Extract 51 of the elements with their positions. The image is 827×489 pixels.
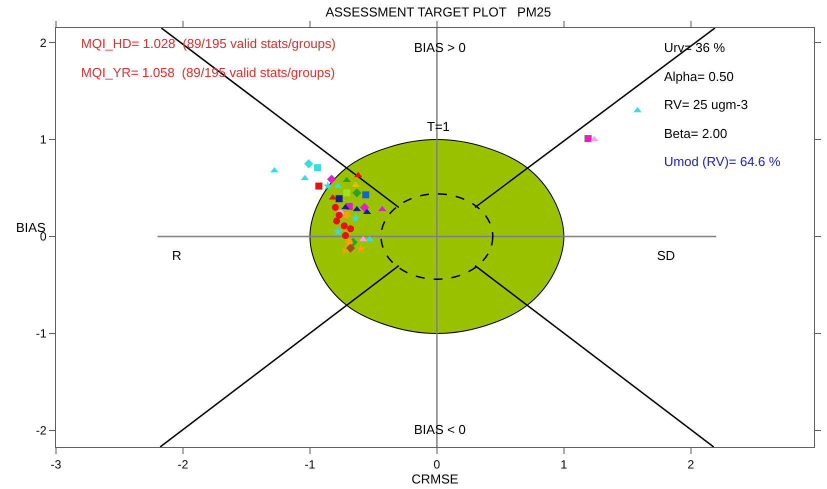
chart-title: ASSESSMENT TARGET PLOT PM25 bbox=[325, 4, 552, 20]
point bbox=[378, 206, 386, 212]
point bbox=[326, 174, 336, 184]
point bbox=[346, 244, 356, 253]
annotation: BIAS < 0 bbox=[414, 422, 466, 437]
point bbox=[304, 159, 314, 168]
point bbox=[362, 191, 370, 198]
x-tick-label: 0 bbox=[434, 457, 441, 472]
point bbox=[359, 236, 368, 242]
x-tick-label: -1 bbox=[304, 457, 316, 472]
point bbox=[323, 181, 332, 190]
point bbox=[347, 225, 354, 232]
annotation: R bbox=[172, 248, 182, 263]
annotation: T=1 bbox=[427, 119, 450, 134]
x-tick-label: -2 bbox=[178, 457, 189, 472]
point bbox=[354, 172, 362, 178]
x-tick-label: 1 bbox=[560, 457, 568, 472]
annotation: BIAS > 0 bbox=[414, 40, 466, 55]
x-tick-label: 2 bbox=[687, 457, 694, 472]
point bbox=[333, 226, 343, 236]
point bbox=[352, 188, 362, 198]
point bbox=[350, 213, 360, 222]
x-tick-label: -3 bbox=[50, 457, 62, 472]
point bbox=[343, 212, 350, 219]
point bbox=[584, 135, 592, 142]
point bbox=[315, 182, 322, 190]
point bbox=[366, 236, 374, 242]
y-tick-label: -2 bbox=[36, 424, 47, 438]
point bbox=[314, 164, 322, 172]
annotation: Alpha= 0.50 bbox=[664, 69, 734, 84]
point bbox=[332, 204, 339, 211]
point bbox=[340, 222, 348, 230]
y-tick-label: -1 bbox=[36, 326, 47, 341]
point bbox=[352, 206, 361, 212]
annotation: RV= 25 ugm-3 bbox=[664, 97, 748, 112]
point bbox=[363, 208, 372, 214]
point bbox=[333, 218, 340, 225]
y-tick-label: 1 bbox=[40, 132, 47, 147]
point bbox=[336, 195, 343, 202]
point bbox=[342, 232, 349, 240]
point bbox=[360, 202, 370, 212]
annotation: SD bbox=[657, 248, 676, 263]
point bbox=[300, 174, 309, 180]
point bbox=[343, 189, 350, 196]
y-tick-label: 2 bbox=[40, 36, 47, 50]
x-axis-title: CRMSE bbox=[412, 471, 459, 486]
annotation: MQI_HD= 1.028 (89/195 valid stats/groups) bbox=[81, 36, 336, 51]
annotation: Umod (RV)= 64.6 % bbox=[664, 154, 781, 169]
annotation: Beta= 2.00 bbox=[664, 126, 728, 141]
point bbox=[342, 176, 351, 182]
point bbox=[356, 244, 366, 254]
